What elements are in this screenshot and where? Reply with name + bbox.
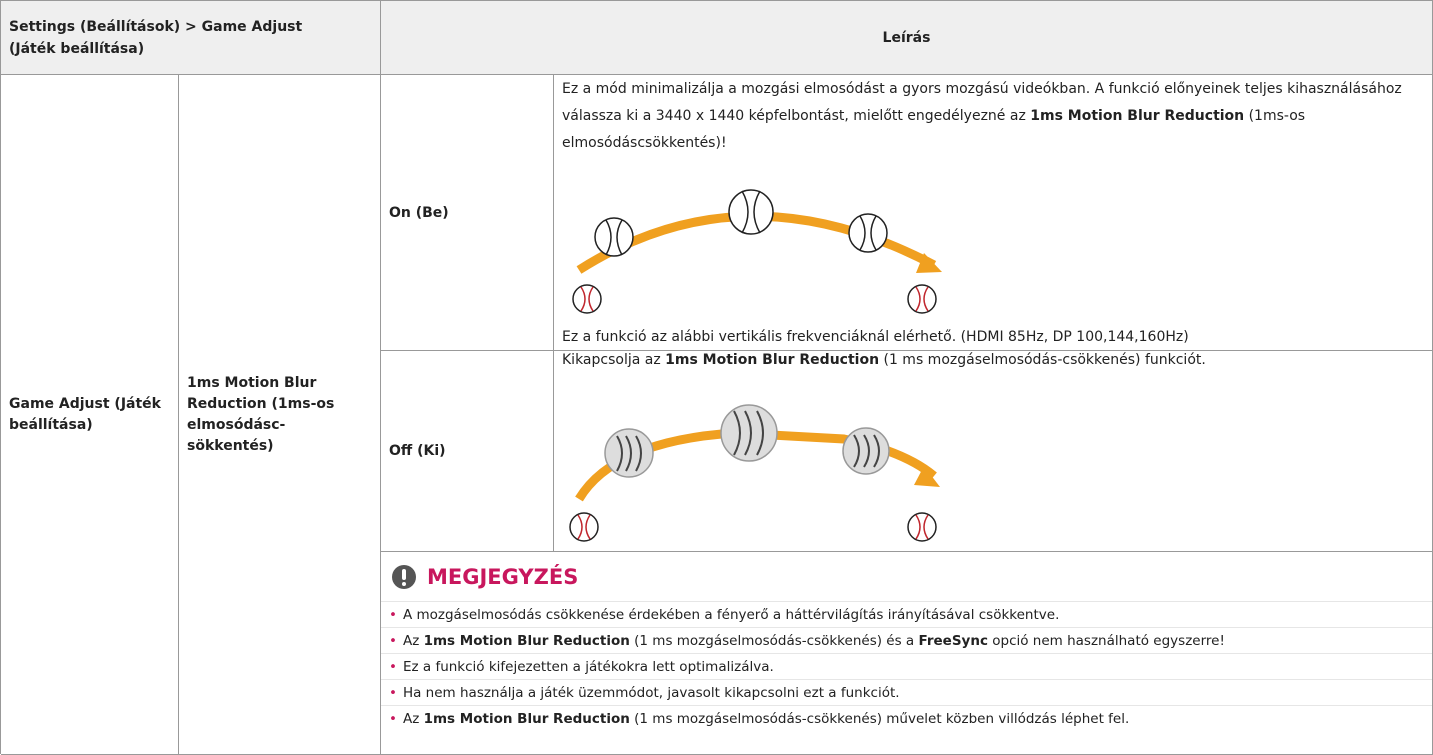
note-title: MEGJEGYZÉS xyxy=(427,565,579,589)
text: Ha nem használja a játék üzemmódot, java… xyxy=(402,685,900,701)
paragraph: Kikapcsolja az 1ms Motion Blur Reduction… xyxy=(562,347,1418,374)
header-text: Settings (Beállítások) > Game Adjust (Já… xyxy=(9,18,303,57)
text-bold: 1ms Motion Blur Reduction xyxy=(1030,108,1245,124)
note-heading: MEGJEGYZÉS xyxy=(391,564,578,590)
note-item: • A mozgáselmosódás csökkenése érdekében … xyxy=(381,601,1432,628)
text: Ez a funkció kifejezetten a játékokra le… xyxy=(402,659,774,675)
note-item: • Az 1ms Motion Blur Reduction (1 ms mozg… xyxy=(381,627,1432,654)
option-label: Off (Ki) xyxy=(389,443,446,459)
off-desc-cell: Kikapcsolja az 1ms Motion Blur Reduction… xyxy=(554,351,1433,552)
group-label: Game Adjust (Játék beállítása) xyxy=(9,395,161,433)
option-label: On (Be) xyxy=(389,204,449,221)
note-icon xyxy=(392,565,416,589)
on-desc-cell: Ez a mód minimalizálja a mozgási elmosód… xyxy=(554,75,1433,351)
text: Az xyxy=(402,633,424,649)
text-bold: 1ms Motion Blur Reduction xyxy=(423,633,630,649)
group-cell: Game Adjust (Játék beállítása) xyxy=(1,75,179,755)
text-bold: FreeSync xyxy=(918,633,988,649)
note-item: • Az 1ms Motion Blur Reduction (1 ms mozg… xyxy=(381,705,1432,732)
paragraph: Ez a mód minimalizálja a mozgási elmosód… xyxy=(562,76,1418,157)
note-cell: MEGJEGYZÉS • A mozgáselmosódás csökkenése… xyxy=(381,552,1433,755)
text: Az xyxy=(402,711,424,727)
off-label-cell: Off (Ki) xyxy=(381,351,554,552)
feature-cell: 1ms Motion Blur Reduction (1ms-os elmosó… xyxy=(179,75,381,755)
text-bold: 1ms Motion Blur Reduction xyxy=(665,352,880,368)
text: Kikapcsolja az xyxy=(562,352,666,368)
text-bold: 1ms Motion Blur Reduction xyxy=(423,711,630,727)
text: Ez a mód minimalizálja a mozgási elmosód… xyxy=(562,81,1402,124)
illustration-off xyxy=(569,404,940,542)
note-item: • Ez a funkció kifejezetten a játékokra l… xyxy=(381,653,1432,680)
text: (1ms-os elmosódáscsökkentés)! xyxy=(562,108,1306,151)
header-text: Leírás xyxy=(882,29,931,46)
header-settings: Settings (Beállítások) > Game Adjust (Já… xyxy=(1,1,381,75)
illustration-on xyxy=(572,189,942,314)
feature-label: 1ms Motion Blur Reduction (1ms-os elmosó… xyxy=(187,374,335,454)
text: (1 ms mozgáselmosódás-csökkenés) művelet… xyxy=(629,711,1130,727)
text: A mozgáselmosódás csökkenése érdekében a… xyxy=(402,607,1060,623)
text: (1 ms mozgáselmosódás-csökkenés) és a xyxy=(629,633,919,649)
footnote: Ez a funkció az alábbi vertikális frekve… xyxy=(562,329,1189,345)
text: (1 ms mozgáselmosódás-csökkenés) funkció… xyxy=(879,352,1206,368)
note-item: • Ha nem használja a játék üzemmódot, jav… xyxy=(381,679,1432,706)
on-label-cell: On (Be) xyxy=(381,75,554,351)
header-description: Leírás xyxy=(381,1,1433,75)
text: opció nem használható egyszerre! xyxy=(987,633,1225,649)
